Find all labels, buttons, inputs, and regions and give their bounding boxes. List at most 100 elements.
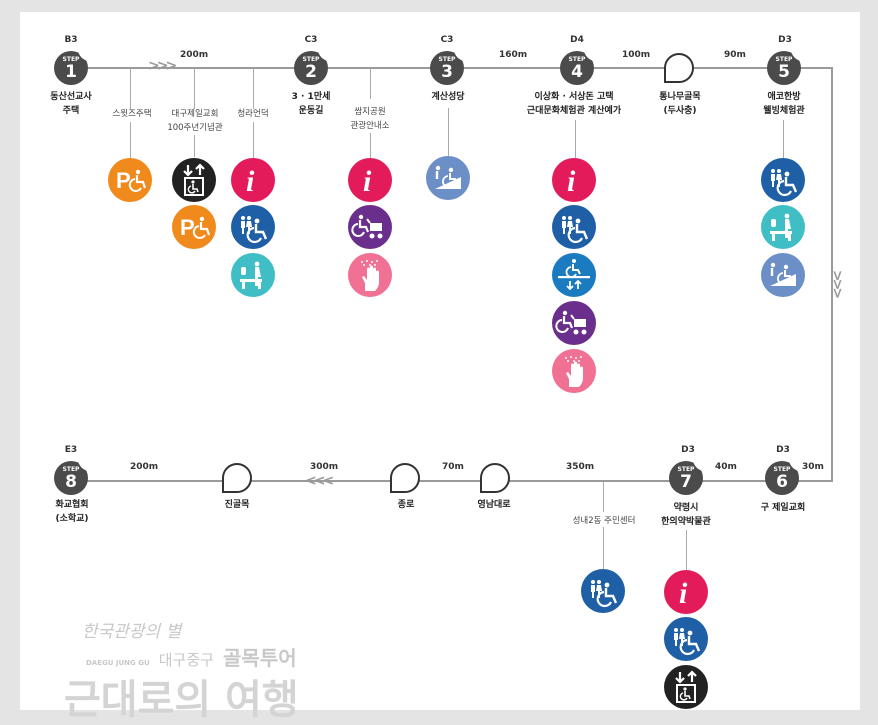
step-number: 4 — [571, 62, 583, 82]
accessible-restroom-icon — [581, 569, 625, 613]
alley-dusa-name: 통나무골목 (두사충) — [645, 90, 715, 118]
step-8-marker[interactable]: STEP 8 — [54, 459, 90, 495]
connector-line — [130, 122, 131, 158]
step-number: 3 — [441, 62, 453, 82]
baby-care-icon — [231, 253, 275, 297]
sub-cheongna-hill: 청라언덕 — [237, 109, 269, 119]
step-number: 1 — [65, 62, 77, 82]
distance-label: 160m — [497, 50, 530, 60]
tactile-guide-icon — [348, 253, 392, 297]
alley-marker[interactable] — [390, 463, 420, 493]
connector-line — [130, 69, 131, 109]
step-name-line: 화교협회 — [55, 500, 89, 510]
brand-district-en: DAEGU JUNG GU — [86, 659, 150, 667]
alley-jongro-name: 종로 — [397, 500, 415, 510]
map-grid-code: E3 — [64, 445, 78, 455]
svg-text:P: P — [180, 215, 195, 240]
brand-slogan: 한국관광의 별 — [82, 622, 182, 642]
wheelchair-lift-icon — [552, 253, 596, 297]
route-line-bottom — [70, 480, 833, 482]
step-5-marker[interactable]: STEP 5 — [767, 49, 803, 85]
stroller-wheelchair-icon — [348, 205, 392, 249]
alley-marker[interactable] — [480, 463, 510, 493]
step-1-marker[interactable]: STEP 1 — [54, 49, 90, 85]
connector-line — [370, 133, 371, 158]
connector-line — [603, 482, 604, 512]
step-3-marker[interactable]: STEP 3 — [430, 49, 466, 85]
baby-care-icon — [761, 205, 805, 249]
map-grid-code: D3 — [778, 35, 792, 45]
step-6-marker[interactable]: STEP 6 — [765, 459, 801, 495]
map-grid-code: D4 — [570, 35, 584, 45]
step-5-name: 애코한방 웰빙체험관 — [750, 90, 818, 118]
step-2-name: 3 · 1만세 운동길 — [276, 90, 346, 118]
alley-jingol-name: 진골목 — [224, 500, 250, 510]
step-1-name: 동산선교사 주택 — [40, 90, 102, 118]
step-label: STEP — [773, 466, 791, 473]
step-number: 7 — [680, 472, 692, 492]
connector-line — [448, 108, 449, 156]
step-label: STEP — [302, 56, 320, 63]
sub-line: 쌈지공원 — [354, 107, 386, 117]
step-6-name: 구 제일교회 — [760, 503, 806, 513]
info-icon: i — [552, 158, 596, 202]
step-8-name: 화교협회 (소학교) — [44, 498, 100, 526]
step-name-line: 약령시 — [673, 503, 699, 513]
connector-line — [194, 69, 195, 109]
connector-line — [253, 69, 254, 109]
alley-marker[interactable] — [222, 463, 252, 493]
ramp-icon — [426, 156, 470, 200]
brand-watermark: 한국관광의 별 DAEGU JUNG GU 대구중구 골목투어 근대로의 여행 — [64, 617, 299, 725]
step-name-line: 3 · 1만세 — [291, 92, 331, 102]
sub-seongnae-center: 성내2동 주민센터 — [572, 516, 636, 526]
step-2-marker[interactable]: STEP 2 — [294, 49, 330, 85]
step-7-name: 약령시 한의약박물관 — [650, 501, 722, 529]
sub-swits-house: 스윗즈주택 — [112, 109, 152, 119]
step-name-line: 근대문화체험관 계산예가 — [526, 106, 622, 116]
brand-tour: 골목투어 — [223, 646, 297, 670]
step-4-name: 이상화 · 서상돈 고택 근대문화체험관 계산예가 — [504, 90, 644, 118]
parking-disabled-icon: P — [108, 158, 152, 202]
distance-label: 30m — [800, 462, 826, 472]
sub-line: 대구제일교회 — [171, 109, 219, 119]
alley-name-line: 통나무골목 — [659, 92, 701, 102]
direction-chevron-right: >>> — [829, 269, 846, 297]
step-name-line: 웰빙체험관 — [763, 106, 805, 116]
alley-name-line: (두사충) — [663, 106, 697, 116]
step-label: STEP — [568, 56, 586, 63]
sub-jeil-church: 대구제일교회 100주년기념관 — [158, 107, 232, 135]
connector-line — [370, 69, 371, 99]
ramp-icon — [761, 253, 805, 297]
alley-marker[interactable] — [664, 53, 694, 83]
svg-text:i: i — [567, 165, 576, 198]
step-name-line: 이상화 · 서상돈 고택 — [534, 92, 614, 102]
map-grid-code: D3 — [776, 445, 790, 455]
connector-line — [194, 135, 195, 157]
connector-line — [603, 527, 604, 569]
step-name-line: 운동길 — [298, 106, 324, 116]
step-label: STEP — [62, 466, 80, 473]
step-name-line: 동산선교사 — [50, 92, 92, 102]
distance-label: 90m — [722, 50, 748, 60]
step-4-marker[interactable]: STEP 4 — [560, 49, 596, 85]
map-grid-code: C3 — [440, 35, 454, 45]
step-7-marker[interactable]: STEP 7 — [669, 459, 705, 495]
sub-ssamji-park: 쌈지공원 관광안내소 — [340, 105, 400, 133]
distance-label: 300m — [308, 462, 341, 472]
brand-district-kr: 대구중구 — [158, 651, 214, 669]
info-icon: i — [231, 158, 275, 202]
map-grid-code: D3 — [681, 445, 695, 455]
distance-label: 200m — [178, 50, 211, 60]
step-label: STEP — [775, 56, 793, 63]
step-number: 2 — [305, 62, 317, 82]
brand-district-row: DAEGU JUNG GU 대구중구 골목투어 — [64, 642, 299, 671]
accessible-restroom-icon — [231, 205, 275, 249]
route-map-panel — [20, 12, 860, 710]
accessible-restroom-icon — [761, 158, 805, 202]
distance-label: 200m — [128, 462, 161, 472]
distance-label: 100m — [620, 50, 653, 60]
distance-label: 40m — [713, 462, 739, 472]
direction-chevron-bottom: <<< — [305, 473, 334, 489]
step-number: 6 — [776, 472, 788, 492]
connector-line — [783, 120, 784, 158]
